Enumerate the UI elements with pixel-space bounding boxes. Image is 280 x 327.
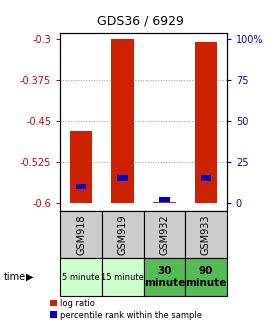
- Bar: [185, 211, 227, 258]
- Text: GSM933: GSM933: [201, 215, 211, 255]
- Bar: [60, 258, 102, 296]
- Text: GSM918: GSM918: [76, 215, 86, 255]
- Bar: [153, 202, 176, 203]
- Bar: [76, 184, 86, 189]
- Text: 30
minute: 30 minute: [144, 266, 185, 288]
- Bar: [143, 211, 185, 258]
- Bar: [69, 131, 92, 203]
- Bar: [60, 211, 102, 258]
- Bar: [118, 176, 128, 181]
- Text: time: time: [4, 272, 26, 282]
- Text: 90
minute: 90 minute: [185, 266, 227, 288]
- Text: GDS36 / 6929: GDS36 / 6929: [97, 15, 183, 28]
- Bar: [185, 258, 227, 296]
- Text: 5 minute: 5 minute: [62, 273, 100, 282]
- Text: GSM932: GSM932: [159, 214, 169, 255]
- Bar: [111, 39, 134, 203]
- Bar: [102, 258, 143, 296]
- Bar: [102, 211, 143, 258]
- Legend: log ratio, percentile rank within the sample: log ratio, percentile rank within the sa…: [50, 299, 202, 319]
- Bar: [201, 176, 211, 181]
- Bar: [159, 197, 169, 202]
- Text: 15 minute: 15 minute: [101, 273, 144, 282]
- Bar: [195, 42, 218, 203]
- Bar: [143, 258, 185, 296]
- Text: GSM919: GSM919: [118, 215, 128, 255]
- Text: ▶: ▶: [26, 272, 33, 282]
